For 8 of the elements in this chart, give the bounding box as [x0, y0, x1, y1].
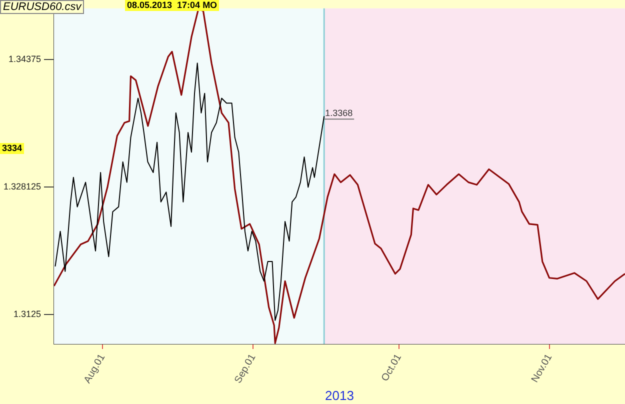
annotation: 1.3368	[325, 108, 353, 118]
annotation: 08.05.2013 17:04 MO	[127, 0, 218, 10]
y-tick-label: 1.3125	[13, 309, 41, 320]
chart-title: EURUSD60.csv	[0, 0, 84, 14]
y-tick-label: 1.328125	[3, 182, 41, 192]
x-axis-title: 2013	[325, 388, 354, 403]
y-tick-label: 1.34375	[8, 54, 41, 64]
text: 3334	[2, 142, 22, 153]
